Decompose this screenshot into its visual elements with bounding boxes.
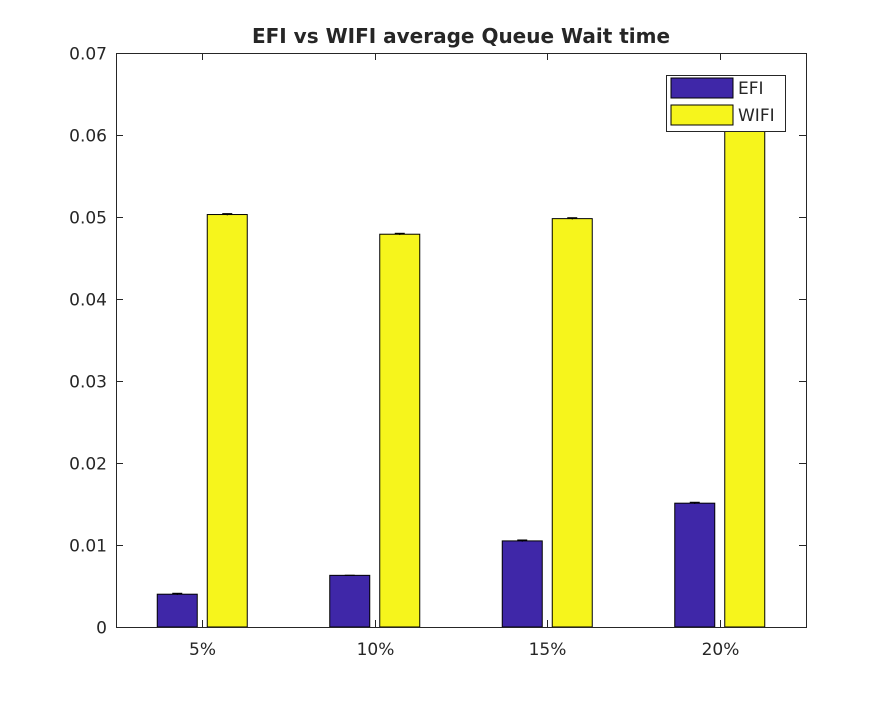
y-tick-label: 0.03 <box>69 373 107 393</box>
legend-label-efi: EFI <box>738 79 764 99</box>
bars-layer <box>156 90 766 628</box>
bar-efi-4 <box>674 502 716 628</box>
legend-swatch-efi <box>670 77 734 99</box>
bar-wifi-3 <box>551 218 593 628</box>
legend-swatch-wifi <box>670 104 734 126</box>
bar-efi-2 <box>329 574 371 628</box>
y-tick-label: 0.06 <box>69 127 107 147</box>
y-tick-label: 0.02 <box>69 455 107 475</box>
bar-efi-1 <box>156 593 198 628</box>
legend-label-wifi: WIFI <box>738 106 775 126</box>
y-tick-label: 0.07 <box>69 45 107 65</box>
y-tick-label: 0.01 <box>69 537 107 557</box>
y-tick-label: 0.04 <box>69 291 107 311</box>
bar-efi-3 <box>501 540 543 628</box>
x-tick-label: 5% <box>189 640 216 660</box>
axes-frame <box>116 53 807 628</box>
x-tick-label: 20% <box>702 640 740 660</box>
x-tick-label: 10% <box>357 640 395 660</box>
y-tick-label: 0.05 <box>69 209 107 229</box>
bar-wifi-1 <box>206 214 248 628</box>
x-tick-label: 15% <box>529 640 567 660</box>
ticks-layer: 0 0.01 0.02 0.03 0.04 0.05 0.06 0.07 5% 10% 15% 20% <box>69 45 806 660</box>
chart-title: EFI vs WIFI average Queue Wait time <box>252 24 670 48</box>
bar-wifi-2 <box>379 233 421 628</box>
y-tick-label: 0 <box>96 619 107 639</box>
bar-wifi-4 <box>724 91 766 628</box>
legend: EFI WIFI <box>666 75 786 132</box>
